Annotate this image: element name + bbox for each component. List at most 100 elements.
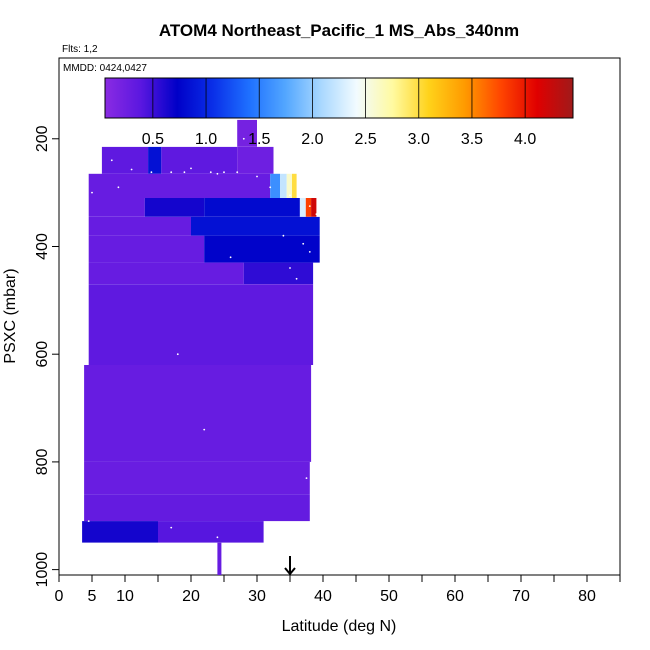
- sample-point: [170, 526, 173, 529]
- heatmap-cell: [88, 198, 145, 217]
- y-axis-label: PSXC (mbar): [2, 268, 19, 363]
- heatmap-cell: [144, 198, 205, 217]
- heatmap-cell: [243, 262, 314, 285]
- sample-point: [308, 251, 311, 253]
- y-tick-label: 1000: [34, 552, 51, 588]
- heatmap-cell: [292, 173, 297, 198]
- y-tick-label: 200: [34, 125, 51, 152]
- sample-point: [209, 171, 212, 174]
- data-cells: [82, 119, 320, 575]
- x-tick-label: 10: [116, 588, 134, 605]
- heatmap-cell: [305, 198, 312, 217]
- colorbar-tick-label: 1.5: [248, 131, 270, 148]
- x-tick-label: 60: [446, 588, 464, 605]
- heatmap-cell: [88, 262, 244, 285]
- sample-point: [163, 551, 166, 554]
- dates-label: MMDD: 0424,0427: [63, 63, 147, 74]
- y-tick-label: 400: [34, 233, 51, 260]
- sample-point: [124, 546, 126, 548]
- data-points: [87, 137, 318, 571]
- flights-label: Flts: 1,2: [62, 44, 98, 55]
- sample-point: [256, 175, 258, 178]
- y-tick-label: 600: [34, 341, 51, 368]
- x-tick-label: 5: [88, 588, 97, 605]
- sample-point: [282, 234, 285, 237]
- heatmap-cell: [88, 235, 205, 263]
- plot-frame: [58, 57, 621, 576]
- y-tick-label: 800: [34, 448, 51, 475]
- heatmap-cell: [88, 284, 314, 365]
- heatmap-cell: [311, 198, 317, 217]
- sample-point: [289, 267, 291, 269]
- x-tick-label: 20: [182, 588, 200, 605]
- sample-point: [91, 191, 93, 194]
- x-tick-label: 70: [512, 588, 530, 605]
- heatmap-cell: [299, 198, 306, 217]
- sample-point: [295, 277, 298, 280]
- sample-point: [308, 205, 311, 208]
- sample-point: [101, 548, 103, 550]
- x-tick-label: 50: [380, 588, 398, 605]
- heatmap-cell: [101, 146, 149, 174]
- sample-point: [216, 172, 219, 175]
- colorbar-tick-label: 1.0: [195, 131, 217, 148]
- sample-point: [110, 159, 113, 162]
- sample-point: [269, 186, 272, 189]
- sample-point: [302, 242, 305, 245]
- heatmap-cell: [204, 235, 320, 263]
- colorbar: 0.5 1.0 1.5 2.0 2.5 3.0 3.5 4.0: [104, 77, 574, 148]
- latitude-marker-arrow: [284, 556, 296, 576]
- heatmap-cell: [84, 494, 310, 522]
- heatmap-cell: [237, 146, 274, 174]
- sample-point: [229, 256, 232, 259]
- colorbar-tick-label: 3.5: [461, 131, 483, 148]
- colorbar-tick-label: 2.5: [354, 131, 376, 148]
- chart-title: ATOM4 Northeast_Pacific_1 MS_Abs_340nm: [159, 21, 519, 40]
- sample-point: [289, 194, 291, 197]
- marker-arrow-head: [284, 567, 296, 576]
- heatmap-cell: [88, 216, 191, 236]
- heatmap-cell: [237, 119, 257, 147]
- heatmap-cell: [158, 521, 264, 543]
- sample-point: [242, 137, 245, 140]
- sample-point: [183, 171, 186, 174]
- sample-point: [203, 428, 206, 431]
- colorbar-scale: [104, 77, 574, 119]
- colorbar-tick-label: 4.0: [514, 131, 536, 148]
- x-axis-label: Latitude (deg N): [282, 618, 397, 635]
- sample-point: [190, 568, 192, 571]
- heatmap-cell: [148, 146, 162, 174]
- x-tick-label: 30: [248, 588, 266, 605]
- sample-point: [216, 536, 219, 539]
- sample-point: [236, 171, 239, 174]
- x-tick-label: 80: [578, 588, 596, 605]
- heatmap-cell: [161, 146, 238, 174]
- sample-point: [130, 168, 133, 171]
- heatmap-cell: [82, 521, 158, 543]
- heatmap-cell: [286, 173, 292, 198]
- sample-point: [87, 520, 90, 522]
- sample-point: [305, 477, 308, 479]
- heatmap-cell: [270, 173, 281, 198]
- heatmap-cell: [84, 365, 312, 462]
- sample-point: [170, 171, 173, 174]
- sample-point: [190, 167, 192, 170]
- sample-point: [223, 171, 225, 174]
- heatmap-cell: [88, 173, 271, 198]
- colorbar-tick-label: 2.0: [301, 131, 323, 148]
- x-tick-label: 40: [314, 588, 332, 605]
- x-tick-label: 0: [55, 588, 64, 605]
- heatmap-cell: [280, 173, 287, 198]
- sample-point: [315, 213, 318, 216]
- axes: 0 5 10 20 30 40 50 60 70 80 200 400 600 800 1000: [34, 125, 621, 605]
- sample-point: [176, 353, 179, 356]
- sample-point: [150, 171, 153, 174]
- heatmap-cell: [191, 216, 320, 236]
- colorbar-tick-label: 0.5: [142, 131, 164, 148]
- heatmap-cell: [217, 542, 222, 575]
- colorbar-tick-label: 3.0: [408, 131, 430, 148]
- sample-point: [117, 186, 120, 189]
- heatmap-cell: [204, 198, 300, 217]
- heatmap-cell: [84, 461, 310, 495]
